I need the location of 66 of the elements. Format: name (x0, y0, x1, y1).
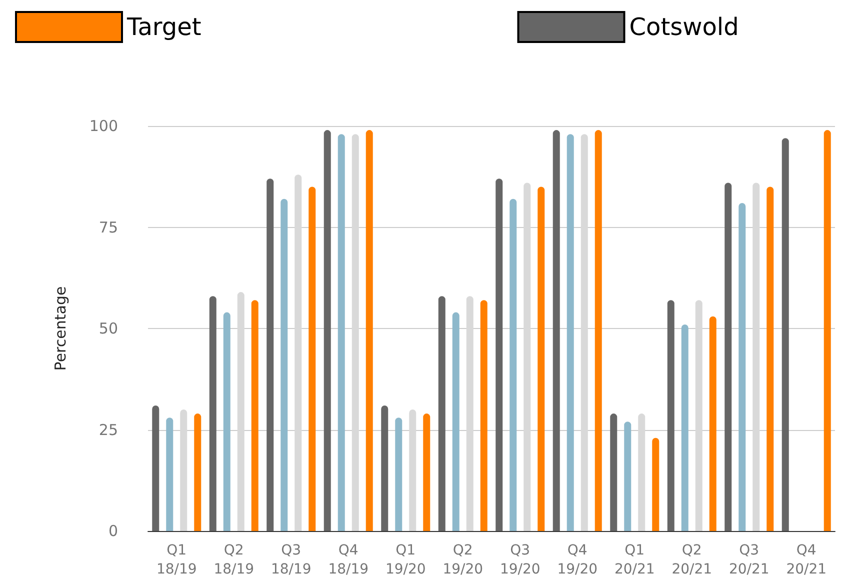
bar (782, 138, 789, 531)
bar (766, 186, 774, 531)
y-tick-label: 0 (108, 522, 118, 540)
x-tick-label: Q3 19/20 (500, 542, 540, 578)
bar (423, 414, 430, 531)
bar (409, 410, 416, 531)
bar (496, 178, 503, 531)
x-tick-label: Q3 20/21 (728, 542, 770, 578)
y-tick-label: 100 (89, 117, 118, 135)
x-tick-label: Q3 18/19 (270, 542, 312, 578)
bar (223, 312, 230, 531)
bar (480, 300, 488, 531)
y-tick-label: 25 (98, 420, 118, 439)
x-tick-label: Q2 19/20 (442, 542, 484, 578)
bar (308, 186, 316, 531)
bar (610, 414, 618, 531)
x-tick-label: Q4 18/19 (328, 542, 369, 578)
bar (209, 296, 216, 531)
bar (695, 300, 702, 531)
bar (194, 414, 202, 531)
bar (667, 300, 674, 531)
bar (738, 202, 746, 531)
bar (452, 312, 460, 531)
bar (594, 130, 602, 531)
bar (152, 405, 160, 531)
bar (552, 130, 560, 531)
x-tick-label: Q4 19/20 (557, 542, 598, 578)
legend-label: Cotswold (629, 13, 739, 41)
x-tick-label: Q1 18/19 (156, 542, 197, 578)
bar (652, 438, 660, 531)
bar (366, 130, 373, 531)
bar (324, 130, 331, 531)
bar (580, 134, 588, 531)
bar (510, 198, 517, 531)
bar (352, 134, 359, 531)
bar (338, 134, 345, 531)
bar (280, 198, 288, 531)
bar (752, 182, 760, 531)
x-tick-label: Q4 20/21 (786, 542, 827, 578)
legend-label: Target (126, 13, 202, 41)
bar (524, 182, 531, 531)
bar (251, 300, 258, 531)
bar (681, 324, 688, 531)
bar (438, 296, 446, 531)
y-tick-label: 50 (98, 320, 118, 338)
bar (166, 418, 174, 531)
bar (237, 292, 244, 531)
bar (724, 182, 732, 531)
bar (266, 178, 274, 531)
bar (566, 134, 574, 531)
x-tick-label: Q2 18/19 (214, 542, 254, 578)
x-tick-label: Q2 20/21 (672, 542, 712, 578)
x-tick-label: Q1 20/21 (614, 542, 655, 578)
bar (538, 186, 545, 531)
y-axis-title: Percentage (52, 286, 70, 371)
bar (824, 130, 831, 531)
bar (381, 405, 388, 531)
bar (709, 316, 716, 531)
bar (624, 422, 632, 531)
bar (180, 410, 188, 531)
bar (395, 418, 402, 531)
bar (466, 296, 474, 531)
y-tick-label: 75 (98, 218, 118, 236)
x-tick-label: Q1 19/20 (385, 542, 426, 578)
bar (638, 414, 646, 531)
bar (294, 174, 302, 531)
